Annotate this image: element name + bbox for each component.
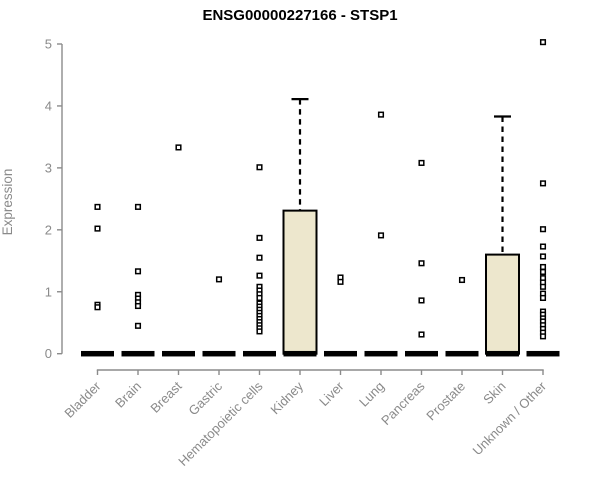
outlier-point: [539, 283, 547, 290]
box: [485, 253, 520, 355]
outlier-point: [418, 297, 425, 304]
median-bar: [283, 350, 317, 357]
outlier-point: [134, 322, 142, 329]
y-tick-label: 1: [45, 284, 52, 299]
outlier-point: [539, 253, 547, 260]
outlier-point: [418, 260, 425, 267]
median-bar: [486, 350, 519, 357]
y-tick-label: 2: [45, 222, 52, 237]
y-tick-label: 5: [45, 37, 52, 52]
outlier-point: [134, 268, 142, 275]
x-tick-label: Breast: [147, 378, 184, 415]
outlier-point: [539, 39, 547, 46]
outlier-point: [539, 294, 547, 302]
x-tick-label: Lung: [356, 379, 387, 410]
x-tick-label: Prostate: [423, 379, 468, 424]
outlier-point: [256, 294, 263, 302]
median-bar: [243, 350, 276, 357]
median-bar: [324, 350, 357, 357]
outlier-point: [256, 272, 263, 279]
outlier-point: [256, 234, 263, 241]
y-tick-label: 0: [45, 346, 52, 361]
outlier-point: [418, 159, 425, 166]
outlier-point: [539, 243, 547, 250]
median-bar: [162, 350, 195, 357]
x-tick-label: Unknown / Other: [470, 378, 550, 458]
outlier-point: [134, 203, 142, 210]
median-bar: [202, 350, 236, 357]
outlier-point: [337, 278, 344, 285]
x-tick-label: Gastric: [185, 378, 225, 418]
outlier-point: [94, 203, 101, 210]
outlier-point: [94, 304, 101, 311]
outlier-point: [256, 328, 263, 335]
outlier-point: [458, 276, 466, 284]
outlier-point: [377, 111, 385, 118]
x-tick-label: Kidney: [267, 378, 306, 417]
x-tick-label: Pancreas: [378, 378, 428, 428]
outlier-point: [377, 232, 385, 239]
box: [282, 209, 318, 355]
median-bar: [405, 350, 438, 357]
median-bar: [445, 350, 479, 357]
outlier-point: [418, 331, 425, 338]
chart-title: ENSG00000227166 - STSP1: [202, 7, 398, 24]
median-bar: [526, 350, 560, 357]
outlier-point: [256, 254, 263, 261]
y-tick-label: 4: [45, 98, 52, 113]
y-tick-label: 3: [45, 160, 52, 175]
outlier-point: [94, 225, 101, 232]
outlier-point: [539, 333, 547, 340]
median-bar: [81, 350, 114, 357]
x-tick-label: Bladder: [61, 378, 104, 421]
outlier-point: [175, 144, 182, 151]
x-tick-label: Brain: [112, 379, 144, 411]
x-tick-label: Liver: [316, 378, 347, 409]
median-bar: [364, 350, 398, 357]
outlier-point: [539, 180, 547, 187]
outlier-point: [539, 263, 547, 271]
outlier-point: [215, 276, 223, 283]
outlier-point: [134, 302, 142, 310]
outlier-point: [539, 226, 547, 233]
median-bar: [121, 350, 155, 357]
x-tick-label: Skin: [480, 379, 508, 407]
outlier-point: [256, 164, 263, 171]
outlier-point: [539, 268, 547, 275]
